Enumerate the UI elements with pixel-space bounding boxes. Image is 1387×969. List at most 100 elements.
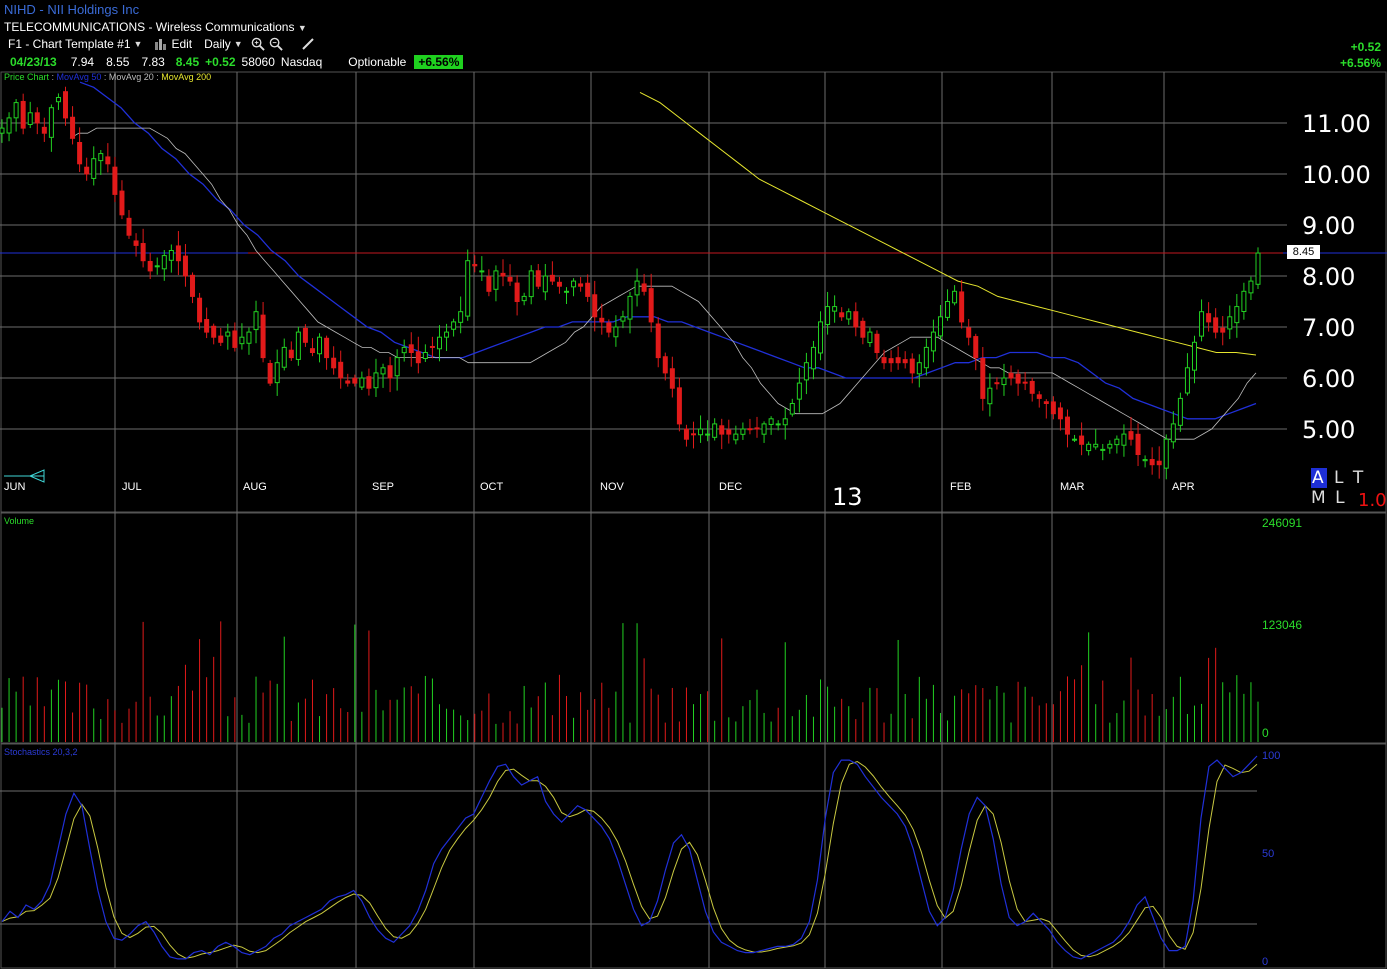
- candle-body: [902, 359, 908, 364]
- altml-indicator: A L T M L: [1311, 468, 1387, 508]
- candle-body: [465, 260, 471, 317]
- pct-change-badge: +6.56%: [414, 55, 464, 69]
- candle-body: [535, 270, 541, 287]
- ma20-line: [69, 127, 1257, 440]
- candle-body: [1100, 448, 1106, 451]
- quote-exchange: Nasdaq: [280, 55, 323, 69]
- candle-body: [338, 361, 344, 379]
- candle-body: [613, 326, 619, 338]
- candle-body: [528, 270, 534, 298]
- template-selector[interactable]: F1 - Chart Template #1 ▼: [4, 37, 146, 51]
- candle-body: [479, 270, 485, 273]
- candle-body: [112, 166, 118, 195]
- candle-body: [599, 317, 605, 323]
- right-change: +0.52: [1350, 40, 1381, 54]
- candle-body: [48, 107, 54, 138]
- volume-panel-frame: [0, 512, 1387, 744]
- candle-body: [1199, 311, 1205, 337]
- candle-body: [768, 418, 774, 425]
- month-gridlines: [114, 72, 1165, 968]
- candle-body: [881, 357, 887, 364]
- altml-a: A: [1311, 468, 1327, 488]
- price-legend: Price Chart : MovAvg 50 : MovAvg 20 : Mo…: [4, 72, 211, 82]
- candle-body: [1114, 438, 1120, 446]
- candle-body: [571, 280, 577, 288]
- candle-body: [1064, 416, 1070, 435]
- price-tick-label: 8.00: [1302, 263, 1355, 291]
- candle-body: [747, 428, 753, 431]
- price-tick-label: 5.00: [1302, 416, 1355, 444]
- candle-body: [500, 272, 506, 277]
- candle-body: [839, 312, 845, 318]
- candle-body: [274, 362, 280, 384]
- legend-price: Price Chart: [4, 72, 50, 82]
- candle-body: [472, 264, 478, 267]
- candle-body: [1220, 327, 1226, 333]
- price-panel-frame: [0, 71, 1387, 513]
- candle-body: [429, 345, 435, 348]
- period-selector[interactable]: Daily ▼: [200, 37, 247, 51]
- candle-body: [754, 427, 760, 430]
- candle-body: [1050, 401, 1056, 415]
- candle-body: [373, 372, 379, 389]
- edit-button[interactable]: Edit: [150, 37, 196, 51]
- price-tick-label: 6.00: [1302, 365, 1355, 393]
- candle-body: [705, 433, 711, 436]
- edit-label: Edit: [171, 37, 193, 51]
- candle-body: [317, 336, 323, 355]
- candle-body: [458, 311, 464, 323]
- candle-body: [634, 280, 640, 296]
- month-label: OCT: [480, 481, 504, 493]
- pencil-icon[interactable]: [301, 37, 315, 51]
- candle-body: [733, 433, 739, 441]
- vol-tick-zero: 0: [1262, 726, 1269, 740]
- candle-body: [486, 276, 492, 292]
- stoch-d-line: [1, 760, 1258, 959]
- candle-body: [0, 127, 5, 134]
- candle-body: [1163, 438, 1169, 469]
- candle-body: [281, 346, 287, 368]
- candle-body: [937, 316, 943, 337]
- zoom-out-icon[interactable]: [269, 37, 283, 51]
- candle-body: [345, 380, 351, 384]
- candle-body: [70, 116, 76, 139]
- candle-body: [641, 283, 647, 292]
- candle-body: [204, 319, 210, 333]
- candle-body: [1248, 280, 1254, 294]
- candle-body: [1149, 459, 1155, 466]
- candle-body: [549, 274, 555, 282]
- legend-ma50: MovAvg 50: [57, 72, 102, 82]
- candle-body: [324, 337, 330, 359]
- month-axis-labels: JUN JUL AUG SEP OCT NOV DEC FEB MAR APR: [4, 481, 1195, 493]
- candle-body: [789, 403, 795, 415]
- chart-header: NIHD - NII Holdings Inc TELECOMMUNICATIO…: [0, 0, 1387, 72]
- month-label: AUG: [243, 481, 267, 493]
- vol-tick-mid: 123046: [1262, 618, 1302, 632]
- candle-body: [168, 250, 174, 261]
- candle-body: [366, 376, 372, 389]
- zoom-in-icon[interactable]: [251, 37, 265, 51]
- candle-body: [775, 423, 781, 426]
- dropdown-caret-icon[interactable]: ▼: [297, 23, 307, 33]
- price-tick-label: 7.00: [1302, 314, 1355, 342]
- candle-body: [415, 351, 421, 364]
- candle-body: [860, 320, 866, 338]
- candle-body: [182, 255, 188, 277]
- candle-body: [239, 336, 245, 345]
- candle-body: [832, 306, 838, 312]
- dropdown-caret-icon: ▼: [133, 39, 143, 49]
- candle-body: [521, 295, 527, 302]
- ma50-line: [79, 81, 1257, 420]
- candlesticks: [0, 86, 1261, 480]
- altml-value: 1.0: [1358, 490, 1387, 511]
- candle-body: [27, 112, 33, 126]
- candle-body: [923, 346, 929, 369]
- candle-body: [1177, 397, 1183, 426]
- volume-title: Volume: [4, 516, 34, 526]
- candle-body: [302, 327, 308, 343]
- stoch-title: Stochastics 20,3,2: [4, 747, 78, 757]
- volume-bars: [1, 621, 1259, 742]
- candle-body: [952, 290, 958, 304]
- stoch-tick-100: 100: [1262, 750, 1280, 762]
- sector-selector[interactable]: TELECOMMUNICATIONS - Wireless Communicat…: [4, 20, 307, 34]
